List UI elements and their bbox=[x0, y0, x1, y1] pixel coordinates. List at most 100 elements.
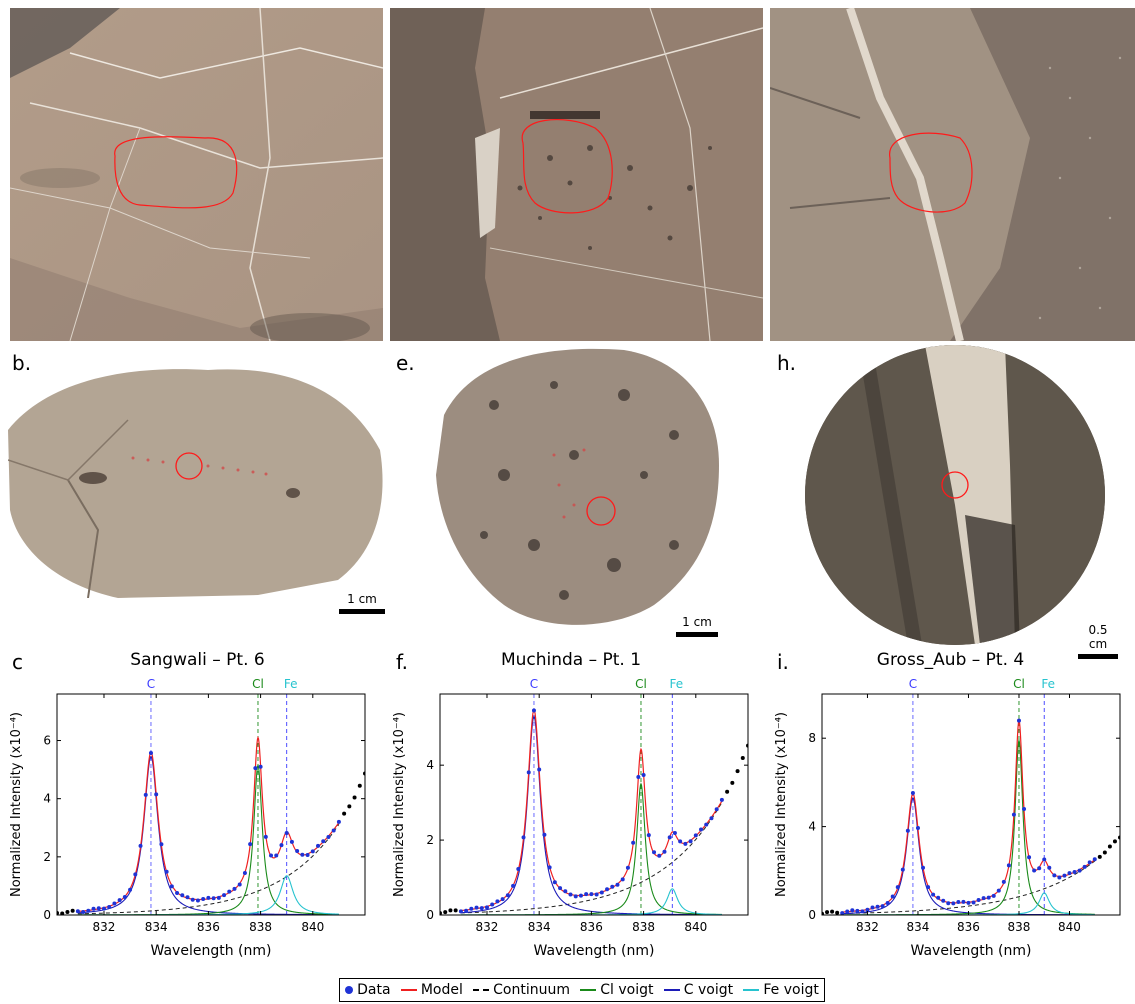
data-point bbox=[1037, 866, 1042, 871]
data-point bbox=[921, 865, 926, 870]
data-point bbox=[164, 869, 169, 874]
element-label-fe: Fe bbox=[284, 677, 298, 691]
data-point bbox=[112, 901, 117, 906]
element-label-c: C bbox=[530, 677, 538, 691]
data-point bbox=[605, 887, 610, 892]
data-point bbox=[1006, 863, 1011, 868]
data-point bbox=[589, 892, 594, 897]
panel-letter-h: h. bbox=[777, 351, 797, 375]
photo-muchinda-outcrop bbox=[390, 8, 763, 341]
data-point bbox=[128, 887, 133, 892]
c-voigt-line bbox=[460, 715, 722, 915]
data-point bbox=[495, 899, 500, 904]
legend-label: Continuum bbox=[493, 982, 570, 998]
data-point bbox=[316, 843, 321, 848]
data-point bbox=[1062, 873, 1067, 878]
data-point bbox=[652, 850, 657, 855]
data-point bbox=[890, 894, 895, 899]
x-tick-label: 840 bbox=[301, 920, 324, 934]
data-point bbox=[216, 895, 221, 900]
legend-label: Fe voigt bbox=[763, 982, 819, 998]
data-point bbox=[310, 849, 315, 854]
data-point bbox=[880, 904, 885, 909]
data-point bbox=[704, 822, 709, 827]
scalebar-label: 0.5 cm bbox=[1088, 623, 1108, 651]
data-point bbox=[941, 898, 946, 903]
data-point bbox=[1102, 850, 1107, 855]
data-point bbox=[845, 909, 850, 914]
legend-item-continuum: Continuum bbox=[473, 982, 570, 998]
spectrum-chart-gross-aub: C Cl Fe 832 834 836 838 840 0 4 8 Wavelength (nm) No… bbox=[774, 677, 1121, 959]
legend-label: C voigt bbox=[683, 982, 734, 998]
data-point bbox=[1042, 857, 1047, 862]
data-point bbox=[951, 901, 956, 906]
data-point bbox=[1011, 812, 1016, 817]
y-tick-label: 4 bbox=[808, 820, 816, 834]
data-point bbox=[584, 892, 589, 897]
x-axis-label: Wavelength (nm) bbox=[911, 943, 1032, 959]
data-point bbox=[1016, 718, 1021, 723]
data-point bbox=[860, 909, 865, 914]
data-point bbox=[835, 910, 840, 915]
y-tick-label: 4 bbox=[426, 758, 434, 772]
data-point bbox=[505, 893, 510, 898]
legend-item-c-voigt: C voigt bbox=[663, 982, 734, 998]
data-point bbox=[825, 910, 830, 915]
data-point bbox=[547, 865, 552, 870]
element-label-cl: Cl bbox=[252, 677, 264, 691]
data-point bbox=[946, 901, 951, 906]
data-point bbox=[636, 775, 641, 780]
data-point bbox=[563, 889, 568, 894]
data-point bbox=[227, 889, 232, 894]
data-point bbox=[620, 877, 625, 882]
x-tick-label: 832 bbox=[93, 920, 116, 934]
spectrum-chart-sangwali: C Cl Fe 832 834 836 838 840 0 2 4 6 Wavelength (nm) N… bbox=[9, 677, 366, 959]
element-label-cl: Cl bbox=[635, 677, 647, 691]
x-tick-label: 834 bbox=[528, 920, 551, 934]
data-point bbox=[730, 780, 735, 785]
data-point bbox=[976, 898, 981, 903]
data-point bbox=[190, 897, 195, 902]
data-point bbox=[289, 839, 294, 844]
y-axis-label: Normalized Intensity (x10⁻⁴) bbox=[9, 712, 24, 897]
x-axis-label: Wavelength (nm) bbox=[534, 943, 655, 959]
data-point bbox=[610, 884, 615, 889]
element-label-fe: Fe bbox=[1041, 677, 1055, 691]
data-point bbox=[740, 755, 745, 760]
data-point bbox=[693, 833, 698, 838]
continuum-line bbox=[842, 860, 1096, 915]
data-point bbox=[1107, 844, 1112, 849]
legend-item-model: Model bbox=[400, 982, 463, 998]
y-axis-label: Normalized Intensity (x10⁻⁴) bbox=[392, 712, 407, 897]
data-point bbox=[895, 885, 900, 890]
data-point bbox=[185, 895, 190, 900]
data-point bbox=[1112, 839, 1117, 844]
data-point bbox=[599, 890, 604, 895]
data-point bbox=[905, 828, 910, 833]
scalebar-b: 1 cm bbox=[339, 592, 385, 614]
x-tick-label: 840 bbox=[1058, 920, 1081, 934]
x-tick-label: 840 bbox=[684, 920, 707, 934]
data-point bbox=[991, 893, 996, 898]
data-point bbox=[143, 792, 148, 797]
x-tick-label: 832 bbox=[476, 920, 499, 934]
spectrum-chart-muchinda: C Cl Fe 832 834 836 838 840 0 2 4 Wavelength (nm) No… bbox=[392, 677, 749, 959]
data-point bbox=[865, 907, 870, 912]
c-voigt-line bbox=[842, 797, 1095, 915]
data-point bbox=[357, 783, 362, 788]
y-tick-label: 2 bbox=[426, 833, 434, 847]
target-outline bbox=[114, 136, 238, 209]
data-point bbox=[464, 908, 469, 913]
data-point bbox=[336, 819, 341, 824]
x-axis-label: Wavelength (nm) bbox=[151, 943, 272, 959]
data-point bbox=[232, 886, 237, 891]
photo-muchinda-closeup bbox=[434, 345, 724, 635]
legend-item-fe-voigt: Fe voigt bbox=[743, 982, 819, 998]
data-point bbox=[578, 893, 583, 898]
data-point bbox=[1022, 807, 1027, 812]
fe-voigt-line bbox=[77, 875, 339, 915]
legend-swatch-c-voigt bbox=[663, 989, 680, 991]
data-point bbox=[295, 849, 300, 854]
data-point bbox=[342, 811, 347, 816]
data-point bbox=[1027, 855, 1032, 860]
